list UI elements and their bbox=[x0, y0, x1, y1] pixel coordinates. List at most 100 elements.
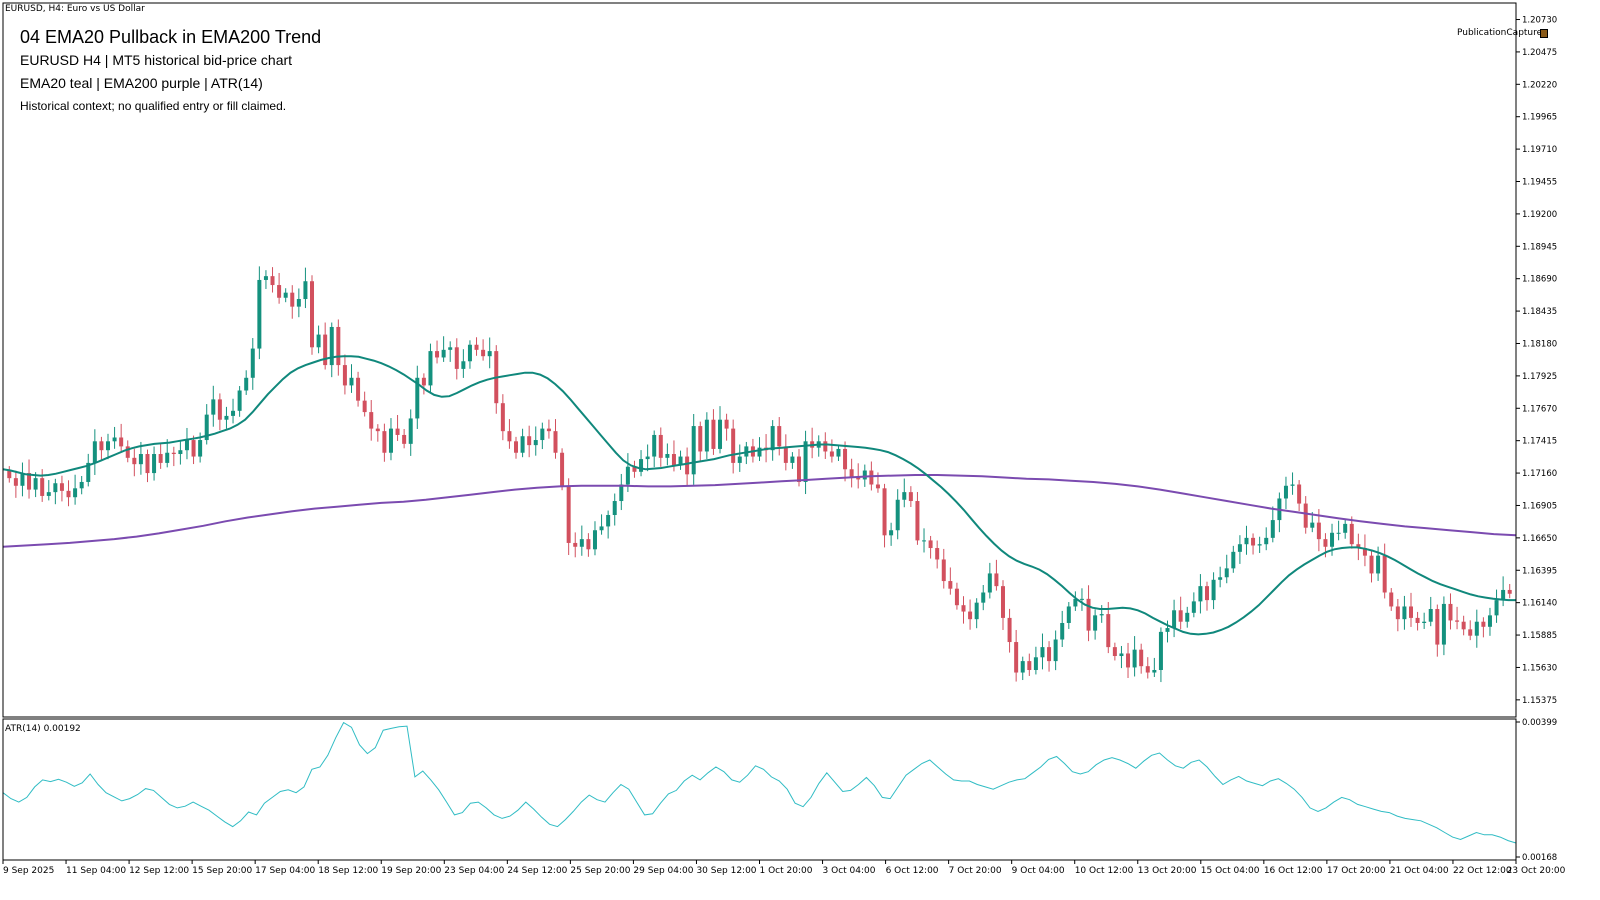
candle-body bbox=[836, 448, 841, 457]
candle-body bbox=[843, 448, 848, 470]
price-plot[interactable] bbox=[2, 266, 1517, 683]
candle-body bbox=[1027, 661, 1032, 670]
x-tick-label: 17 Sep 04:00 bbox=[255, 866, 315, 876]
y-tick-label: 1.16905 bbox=[1522, 501, 1557, 511]
candle-body bbox=[415, 377, 420, 419]
candle-body bbox=[1198, 586, 1203, 602]
y-tick-label: 1.15375 bbox=[1522, 696, 1557, 706]
candle-body bbox=[1079, 598, 1084, 600]
candle-body bbox=[1448, 603, 1453, 621]
candle-body bbox=[941, 559, 946, 582]
y-tick-label: 1.16395 bbox=[1522, 566, 1557, 576]
candle-body bbox=[968, 611, 973, 620]
candle-body bbox=[1270, 520, 1275, 538]
candle-body bbox=[171, 452, 176, 455]
candle-body bbox=[1218, 577, 1223, 580]
candle-body bbox=[1494, 600, 1499, 616]
candle-body bbox=[928, 540, 933, 549]
candle-body bbox=[369, 412, 374, 429]
candle-body bbox=[691, 426, 696, 475]
chart-annotation-legend: EMA20 teal | EMA200 purple | ATR(14) bbox=[20, 75, 263, 91]
x-tick-label: 23 Oct 20:00 bbox=[1507, 866, 1566, 876]
candle-body bbox=[1283, 485, 1288, 499]
x-tick-label: 24 Sep 12:00 bbox=[507, 866, 567, 876]
capture-icon[interactable] bbox=[1540, 29, 1548, 38]
candle-body bbox=[586, 539, 591, 550]
x-tick-label: 10 Oct 12:00 bbox=[1075, 866, 1134, 876]
candle-body bbox=[711, 419, 716, 449]
candle-body bbox=[1376, 555, 1381, 574]
candle-body bbox=[336, 326, 341, 366]
y-tick-label: 1.19965 bbox=[1522, 113, 1557, 123]
candle-body bbox=[671, 454, 676, 466]
y-tick-label: 1.16140 bbox=[1522, 599, 1557, 609]
candle-body bbox=[13, 478, 18, 486]
candle-body bbox=[1152, 669, 1157, 673]
candle-body bbox=[184, 440, 189, 451]
candle-body bbox=[1099, 614, 1104, 616]
candle-body bbox=[704, 419, 709, 452]
candle-body bbox=[382, 431, 387, 453]
candle-body bbox=[408, 418, 413, 444]
candle-body bbox=[1468, 629, 1473, 636]
y-tick-label: 1.18180 bbox=[1522, 339, 1557, 349]
y-tick-label: 1.17925 bbox=[1522, 372, 1557, 382]
candle-body bbox=[948, 581, 953, 589]
candle-body bbox=[106, 441, 111, 451]
candle-body bbox=[263, 276, 268, 280]
candle-body bbox=[20, 473, 25, 486]
candle-body bbox=[1336, 532, 1341, 534]
candle-body bbox=[1369, 555, 1374, 574]
candle-body bbox=[349, 377, 354, 386]
candle-body bbox=[592, 530, 597, 550]
candle-body bbox=[790, 456, 795, 463]
candle-body bbox=[1185, 612, 1190, 622]
candle-body bbox=[138, 454, 143, 465]
candle-body bbox=[915, 501, 920, 541]
candle-body bbox=[869, 470, 874, 485]
candle-body bbox=[783, 446, 788, 463]
candle-body bbox=[1349, 523, 1354, 545]
candle-body bbox=[685, 456, 690, 475]
candle-body bbox=[92, 441, 97, 463]
candle-body bbox=[1014, 642, 1019, 673]
candle-body bbox=[882, 488, 887, 536]
x-tick-label: 21 Oct 04:00 bbox=[1390, 866, 1449, 876]
candle-body bbox=[487, 351, 492, 357]
candle-body bbox=[40, 478, 45, 496]
candle-body bbox=[862, 470, 867, 480]
x-tick-label: 19 Sep 20:00 bbox=[381, 866, 441, 876]
candle-body bbox=[198, 440, 203, 457]
candle-body bbox=[481, 349, 486, 357]
x-tick-label: 22 Oct 12:00 bbox=[1453, 866, 1512, 876]
candle-body bbox=[731, 428, 736, 463]
atr-plot[interactable] bbox=[2, 721, 1517, 844]
candle-body bbox=[1033, 657, 1038, 670]
candle-body bbox=[1211, 579, 1216, 601]
candle-body bbox=[441, 349, 446, 358]
candle-body bbox=[283, 292, 288, 298]
candle-body bbox=[1237, 544, 1242, 552]
candle-body bbox=[1204, 586, 1209, 601]
x-tick-label: 13 Oct 20:00 bbox=[1138, 866, 1197, 876]
candle-body bbox=[152, 454, 157, 474]
candle-body bbox=[1165, 628, 1170, 632]
candle-body bbox=[560, 452, 565, 486]
candle-body bbox=[388, 428, 393, 453]
candle-body bbox=[421, 377, 426, 386]
candle-body bbox=[1106, 614, 1111, 648]
candle-body bbox=[606, 514, 611, 527]
candle-body bbox=[362, 400, 367, 413]
candle-body bbox=[829, 451, 834, 457]
candle-body bbox=[1119, 653, 1124, 657]
price-frame bbox=[2, 2, 1517, 718]
candle-body bbox=[856, 476, 861, 480]
candle-body bbox=[119, 437, 124, 447]
candle-body bbox=[1073, 598, 1078, 607]
y-tick-label: 1.18435 bbox=[1522, 307, 1557, 317]
candle-body bbox=[777, 426, 782, 447]
candle-body bbox=[250, 348, 255, 378]
candle-body bbox=[1040, 647, 1045, 658]
candle-body bbox=[73, 488, 78, 498]
atr-y-tick-label: 0.00168 bbox=[1522, 853, 1557, 863]
